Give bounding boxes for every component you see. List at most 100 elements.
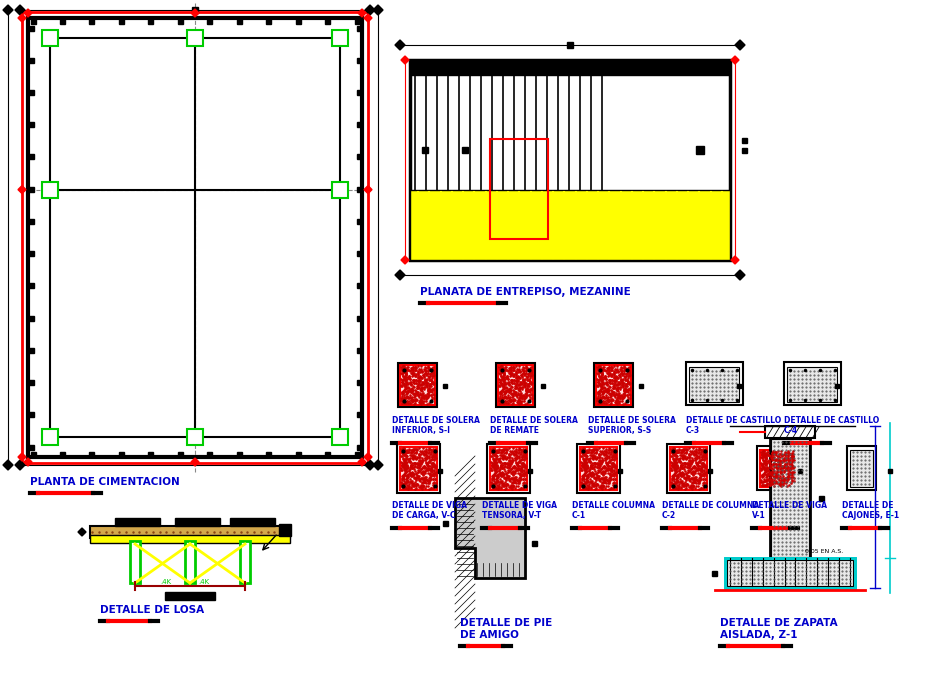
Bar (356, 90, 361, 95)
Bar (178, 19, 183, 23)
Bar (410, 60, 730, 75)
Bar (528, 469, 532, 473)
Bar (28, 348, 33, 353)
Bar (28, 412, 33, 417)
Text: .4K: .4K (198, 579, 210, 585)
Bar (332, 30, 348, 46)
Bar (332, 182, 348, 197)
Polygon shape (15, 5, 25, 15)
Bar (266, 451, 271, 457)
Bar (356, 380, 361, 385)
Bar (208, 451, 212, 457)
Polygon shape (401, 256, 409, 264)
Bar (670, 447, 707, 490)
Bar (325, 451, 330, 457)
Bar (28, 444, 33, 449)
Bar (89, 19, 95, 23)
Polygon shape (455, 498, 525, 578)
Bar (28, 251, 33, 256)
Bar (118, 19, 124, 23)
Text: DETALLE COLUMNA
C-1: DETALLE COLUMNA C-1 (572, 501, 655, 520)
Bar (696, 146, 704, 154)
Bar (296, 451, 301, 457)
Text: DETALLE DE ZAPATA
AISLADA, Z-1: DETALLE DE ZAPATA AISLADA, Z-1 (720, 619, 838, 640)
Bar (185, 541, 195, 583)
Polygon shape (18, 186, 26, 193)
Bar (356, 122, 361, 127)
Polygon shape (735, 270, 745, 280)
Polygon shape (395, 270, 405, 280)
Bar (356, 444, 361, 449)
Bar (398, 363, 437, 407)
Text: DETALLE DE SOLERA
SUPERIOR, S-S: DETALLE DE SOLERA SUPERIOR, S-S (588, 416, 676, 435)
Polygon shape (364, 186, 372, 193)
Polygon shape (358, 9, 366, 17)
Text: PLANTA DE CIMENTACION: PLANTA DE CIMENTACION (30, 477, 180, 487)
Text: DETALLE DE CASTILLO
C-4: DETALLE DE CASTILLO C-4 (784, 416, 879, 435)
Bar (737, 384, 741, 388)
Bar (356, 412, 361, 417)
Bar (410, 190, 730, 260)
Bar (639, 384, 643, 388)
Text: DETALLE DE LOSA: DETALLE DE LOSA (100, 605, 204, 615)
Polygon shape (731, 56, 739, 64)
Bar (356, 316, 361, 321)
Text: 0.05 EN A.S.: 0.05 EN A.S. (805, 549, 844, 554)
Bar (30, 451, 35, 457)
Bar (28, 90, 33, 95)
Polygon shape (358, 458, 366, 466)
Bar (175, 518, 220, 526)
Bar (580, 447, 617, 490)
Bar (686, 362, 743, 405)
Text: DETALLE DE SOLERA
INFERIOR, S-I: DETALLE DE SOLERA INFERIOR, S-I (392, 416, 480, 435)
Bar (708, 469, 712, 473)
Bar (356, 25, 361, 30)
Bar (90, 535, 290, 543)
Text: PLANATA DE ENTREPISO, MEZANINE: PLANATA DE ENTREPISO, MEZANINE (420, 287, 630, 297)
Polygon shape (3, 460, 13, 470)
Bar (148, 19, 154, 23)
Bar (596, 365, 631, 405)
Bar (689, 367, 739, 402)
Bar (462, 147, 468, 153)
Bar (30, 19, 35, 23)
Bar (356, 283, 361, 288)
Bar (28, 186, 33, 192)
Bar (28, 154, 33, 160)
Text: DETALLE DE CASTILLO
C-3: DETALLE DE CASTILLO C-3 (686, 416, 781, 435)
Bar (192, 7, 198, 13)
Text: DETALLE DE PIE
DE AMIGO: DETALLE DE PIE DE AMIGO (460, 619, 553, 640)
Bar (118, 451, 124, 457)
Bar (28, 380, 33, 385)
Text: DETALLE DE
CAJONES, E-1: DETALLE DE CAJONES, E-1 (842, 501, 899, 520)
Bar (89, 451, 95, 457)
Bar (28, 283, 33, 288)
Bar (237, 451, 242, 457)
Polygon shape (365, 460, 375, 470)
Text: DETALLE DE SOLERA
DE REMATE: DETALLE DE SOLERA DE REMATE (490, 416, 578, 435)
Bar (332, 429, 348, 445)
Bar (541, 384, 545, 388)
Bar (496, 363, 535, 407)
Bar (356, 348, 361, 353)
Bar (22, 12, 368, 463)
Bar (60, 19, 65, 23)
Bar (28, 18, 362, 457)
Polygon shape (24, 9, 32, 17)
Bar (356, 58, 361, 63)
Bar (443, 521, 447, 526)
Bar (130, 541, 140, 583)
Bar (50, 38, 340, 437)
Bar (771, 439, 809, 557)
Bar (356, 154, 361, 160)
Text: DETALLE DE VIGA
TENSORA, V-T: DETALLE DE VIGA TENSORA, V-T (482, 501, 557, 520)
Polygon shape (3, 5, 13, 15)
Text: DETALLE DE COLUMNA
C-2: DETALLE DE COLUMNA C-2 (662, 501, 759, 520)
Bar (487, 444, 530, 493)
Bar (356, 219, 361, 224)
Bar (325, 19, 330, 23)
Bar (356, 186, 361, 192)
Bar (208, 19, 212, 23)
Polygon shape (191, 458, 199, 466)
Polygon shape (373, 460, 383, 470)
